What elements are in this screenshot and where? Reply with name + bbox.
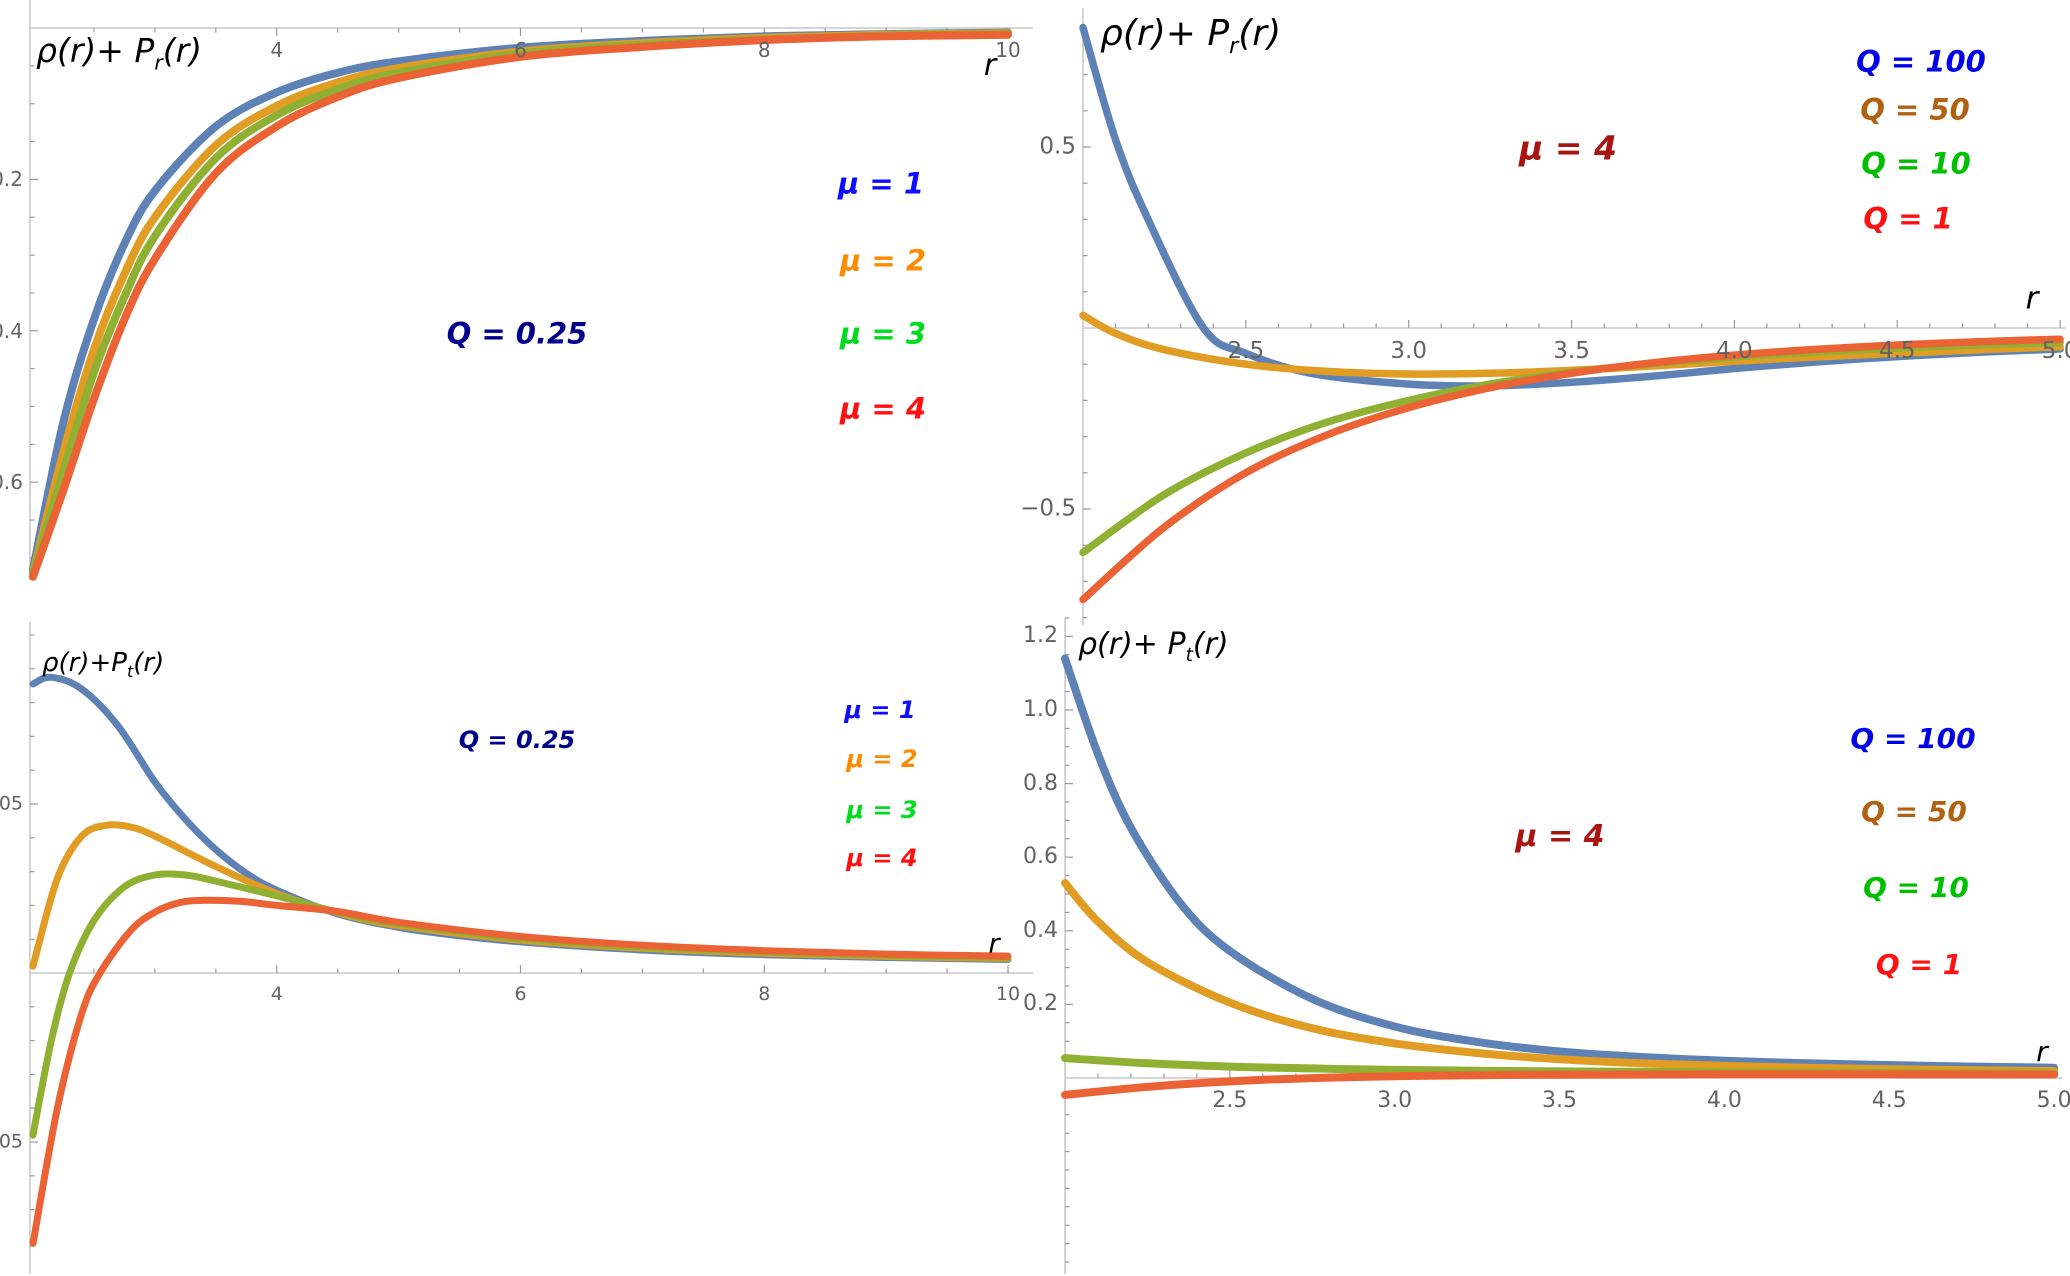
curve-μ=1 [29,28,1012,574]
curve-μ=3 [29,30,1012,577]
curve-Q=1 [1061,1070,2059,1099]
curve-Q=50 [1061,879,2059,1075]
panel-3 [1061,617,2062,1274]
curve-Q=100 [1061,654,2059,1072]
panel-0 [29,0,1033,581]
curve-Q=50 [1079,311,2064,378]
curve-μ=2 [29,29,1012,577]
panel-2 [29,622,1033,1274]
curve-μ=3 [29,870,1012,1139]
curve-μ=4 [29,896,1012,1247]
curve-Q=100 [1079,23,2064,390]
curve-Q=1 [1079,335,2064,604]
panel-1 [1079,8,2066,625]
curve-μ=4 [29,30,1012,581]
curve-μ=1 [29,673,1012,963]
